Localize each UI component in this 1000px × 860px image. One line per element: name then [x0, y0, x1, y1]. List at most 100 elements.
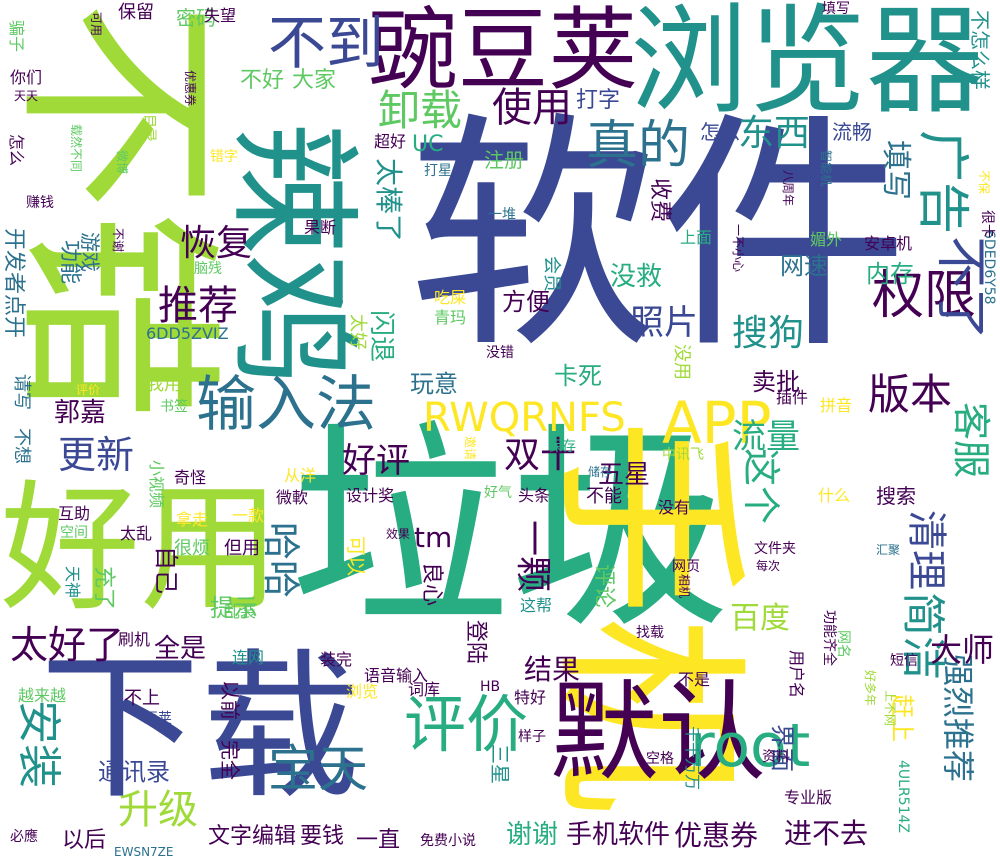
word: EWSN7ZE — [114, 845, 174, 859]
word: 可以 — [344, 536, 368, 576]
word: 互助 — [58, 504, 91, 523]
word: 升级 — [118, 787, 198, 833]
word: 豆荚 — [144, 711, 172, 727]
word: 很烦 — [174, 538, 210, 559]
word: 很目录 — [141, 100, 157, 142]
word: 千千万万 — [683, 726, 702, 791]
word: 不怎么样 — [968, 10, 992, 90]
word: 找载 — [636, 625, 664, 641]
word: 可用 — [89, 12, 103, 37]
word: 连网 — [232, 648, 265, 667]
word: 注册 — [484, 148, 524, 172]
word: 推荐 — [158, 283, 238, 329]
word: 评价 — [404, 688, 529, 761]
word: 通讯录 — [98, 758, 170, 786]
word: 广告 — [912, 130, 972, 235]
word: 安装 — [13, 700, 64, 788]
word: 好气 — [484, 485, 512, 501]
word: 载然不同 — [69, 124, 83, 173]
word: 进不去 — [784, 817, 869, 850]
word: 天天 — [14, 89, 39, 103]
word: 但用 — [224, 538, 260, 559]
word: 大家 — [292, 68, 337, 93]
word: 浏览器 — [630, 0, 985, 130]
word: 文字编辑 — [208, 824, 297, 849]
word: 哈哈 — [259, 522, 303, 599]
word: 功能 — [57, 240, 82, 285]
word: 搜索 — [876, 484, 916, 508]
word: 太棒了 — [372, 158, 405, 243]
word: 一堆 — [488, 207, 516, 223]
word: 用户名 — [787, 650, 806, 699]
word: 玩意 — [410, 370, 458, 398]
word: 会员 — [541, 256, 562, 292]
word: 免费小说 — [420, 833, 476, 849]
word: 不了 — [930, 236, 990, 341]
word: 浏览 — [346, 682, 379, 701]
word: 一不小心 — [731, 224, 745, 273]
word: 充了 — [91, 566, 116, 611]
word: 收费 — [647, 178, 672, 223]
word: APP — [662, 389, 772, 457]
word: 完全 — [218, 740, 242, 780]
word: 搜狗 — [732, 313, 805, 354]
word: 上不网 — [883, 690, 897, 727]
word: 这个 — [739, 448, 783, 525]
word: 网速 — [780, 252, 828, 280]
word: 样子 — [518, 729, 546, 745]
word: 登陆 — [463, 620, 488, 665]
word: 骗子 — [7, 20, 26, 53]
word: 优惠券 — [183, 70, 197, 107]
word: 专业版 — [784, 788, 833, 807]
word: 双十 — [504, 435, 577, 476]
word: 特好 — [514, 688, 547, 707]
word: 果断 — [304, 218, 337, 237]
word: 下载 — [40, 634, 361, 821]
word: 不能 — [586, 486, 622, 507]
word: 更新 — [58, 433, 135, 477]
word: 不保 — [977, 170, 991, 195]
word: 错字 — [210, 149, 238, 165]
word: 良心 — [419, 562, 444, 607]
word: 游戏 — [78, 232, 102, 272]
word: 拿走 — [176, 510, 209, 529]
word: 流量 — [732, 417, 800, 457]
word: 没救 — [610, 262, 663, 292]
word: 恢复 — [180, 223, 253, 264]
word: 必應 — [10, 829, 38, 845]
word: 资料 — [762, 749, 790, 765]
word: 微軟 — [276, 488, 309, 507]
word: 网名 — [835, 630, 851, 658]
word: 以后 — [62, 828, 107, 853]
word: 太好 — [347, 314, 368, 350]
word: 安卓机 — [864, 234, 913, 253]
word: 青玛 — [434, 308, 467, 327]
word: 不想 — [11, 428, 32, 464]
word: 全是 — [154, 634, 207, 664]
word: 填写 — [878, 140, 913, 200]
word: 点开 — [1, 294, 26, 339]
word: 中讯飞 — [662, 447, 704, 463]
word: 拼音 — [820, 396, 853, 415]
word: 微博 — [115, 150, 129, 175]
word: 设计奖 — [346, 486, 395, 505]
word: 五星 — [598, 460, 651, 490]
word: 以前 — [218, 680, 242, 720]
word: 默认 — [550, 671, 767, 796]
word: 每次 — [756, 559, 781, 573]
word: 赚钱 — [26, 195, 54, 211]
word: 要钱 — [300, 824, 345, 849]
word: 储存 — [588, 465, 613, 479]
word: 太乱 — [120, 524, 153, 543]
word: 不是 — [678, 670, 711, 689]
word: RWQRNFS — [423, 395, 626, 441]
word: 小视频 — [147, 460, 166, 509]
word: 不上 — [124, 688, 160, 709]
word: 媚外 — [810, 230, 843, 249]
word: 保存 — [548, 439, 576, 455]
word: 书签 — [160, 399, 188, 415]
word: 照片 — [630, 303, 698, 343]
word: 没有 — [658, 498, 691, 517]
word: 权限 — [872, 266, 977, 326]
word: 我用 — [146, 374, 182, 395]
